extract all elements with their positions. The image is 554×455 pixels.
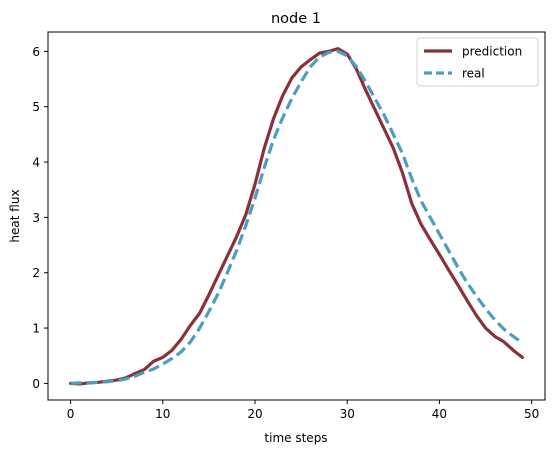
y-tick-label: 0 <box>32 377 40 391</box>
y-tick-label: 5 <box>32 100 40 114</box>
x-tick-label: 40 <box>432 407 447 421</box>
legend: prediction real <box>417 38 538 86</box>
x-tick-label: 30 <box>340 407 355 421</box>
x-tick-label: 10 <box>155 407 170 421</box>
x-tick-label: 20 <box>247 407 262 421</box>
y-tick-label: 3 <box>32 211 40 225</box>
x-axis-label: time steps <box>264 431 327 445</box>
y-tick-label: 6 <box>32 45 40 59</box>
legend-label-real: real <box>462 67 485 81</box>
legend-label-prediction: prediction <box>462 45 522 59</box>
y-tick-label: 1 <box>32 322 40 336</box>
x-tick-label: 50 <box>524 407 539 421</box>
chart-title: node 1 <box>271 11 321 27</box>
y-tick-label: 2 <box>32 266 40 280</box>
y-axis-label: heat flux <box>8 189 22 242</box>
y-tick-label: 4 <box>32 156 40 170</box>
x-tick-label: 0 <box>67 407 75 421</box>
